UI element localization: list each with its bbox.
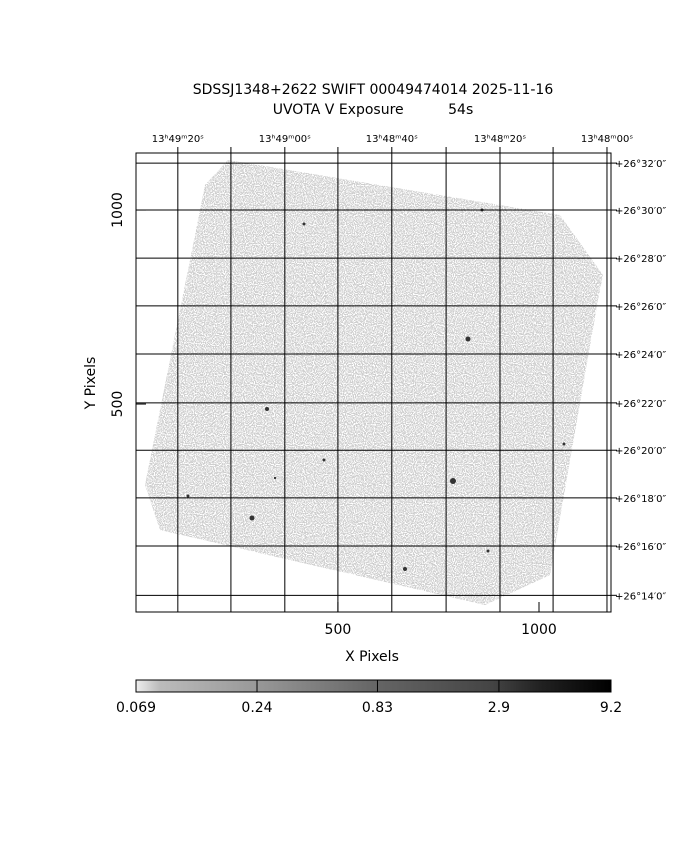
colorbar: [135, 679, 612, 693]
y-tick-label: 1000: [110, 192, 126, 228]
colorbar-tick-label: 2.9: [488, 700, 510, 716]
dec-tick-label: +26°24′0″: [615, 350, 666, 361]
dec-tick-label: +26°32′0″: [615, 159, 666, 170]
colorbar-tick-label: 0.069: [116, 700, 156, 716]
x-tick-label: 1000: [521, 622, 557, 638]
dec-tick-label: +26°20′0″: [615, 446, 666, 457]
plot-frame: [135, 152, 612, 613]
x-axis-label: X Pixels: [345, 649, 399, 665]
ra-tick-label: 13ʰ48ᵐ40ˢ: [366, 134, 418, 145]
ra-tick-label: 13ʰ49ᵐ00ˢ: [259, 134, 311, 145]
y-axis-label: Y Pixels: [83, 357, 99, 411]
dec-tick-label: +26°16′0″: [615, 542, 666, 553]
colorbar-tick-label: 9.2: [600, 700, 622, 716]
ra-tick-label: 13ʰ49ᵐ20ˢ: [152, 134, 204, 145]
y-tick-label: 500: [110, 391, 126, 418]
dec-tick-label: +26°18′0″: [615, 494, 666, 505]
x-tick-label: 500: [325, 622, 352, 638]
colorbar-tick-label: 0.24: [241, 700, 272, 716]
dec-tick-label: +26°30′0″: [615, 206, 666, 217]
ra-tick-label: 13ʰ48ᵐ00ˢ: [581, 134, 633, 145]
dec-tick-label: +26°28′0″: [615, 254, 666, 265]
image: [145, 160, 603, 605]
dec-tick-label: +26°22′0″: [615, 399, 666, 410]
dec-tick-label: +26°26′0″: [615, 302, 666, 313]
colorbar-tick-label: 0.83: [362, 700, 393, 716]
dec-tick-label: +26°14′0″: [615, 591, 666, 602]
ra-tick-label: 13ʰ48ᵐ20ˢ: [474, 134, 526, 145]
chart-subtitle: UVOTA V Exposure 54s: [273, 102, 474, 118]
chart-title: SDSSJ1348+2622 SWIFT 00049474014 2025-11…: [193, 82, 554, 98]
